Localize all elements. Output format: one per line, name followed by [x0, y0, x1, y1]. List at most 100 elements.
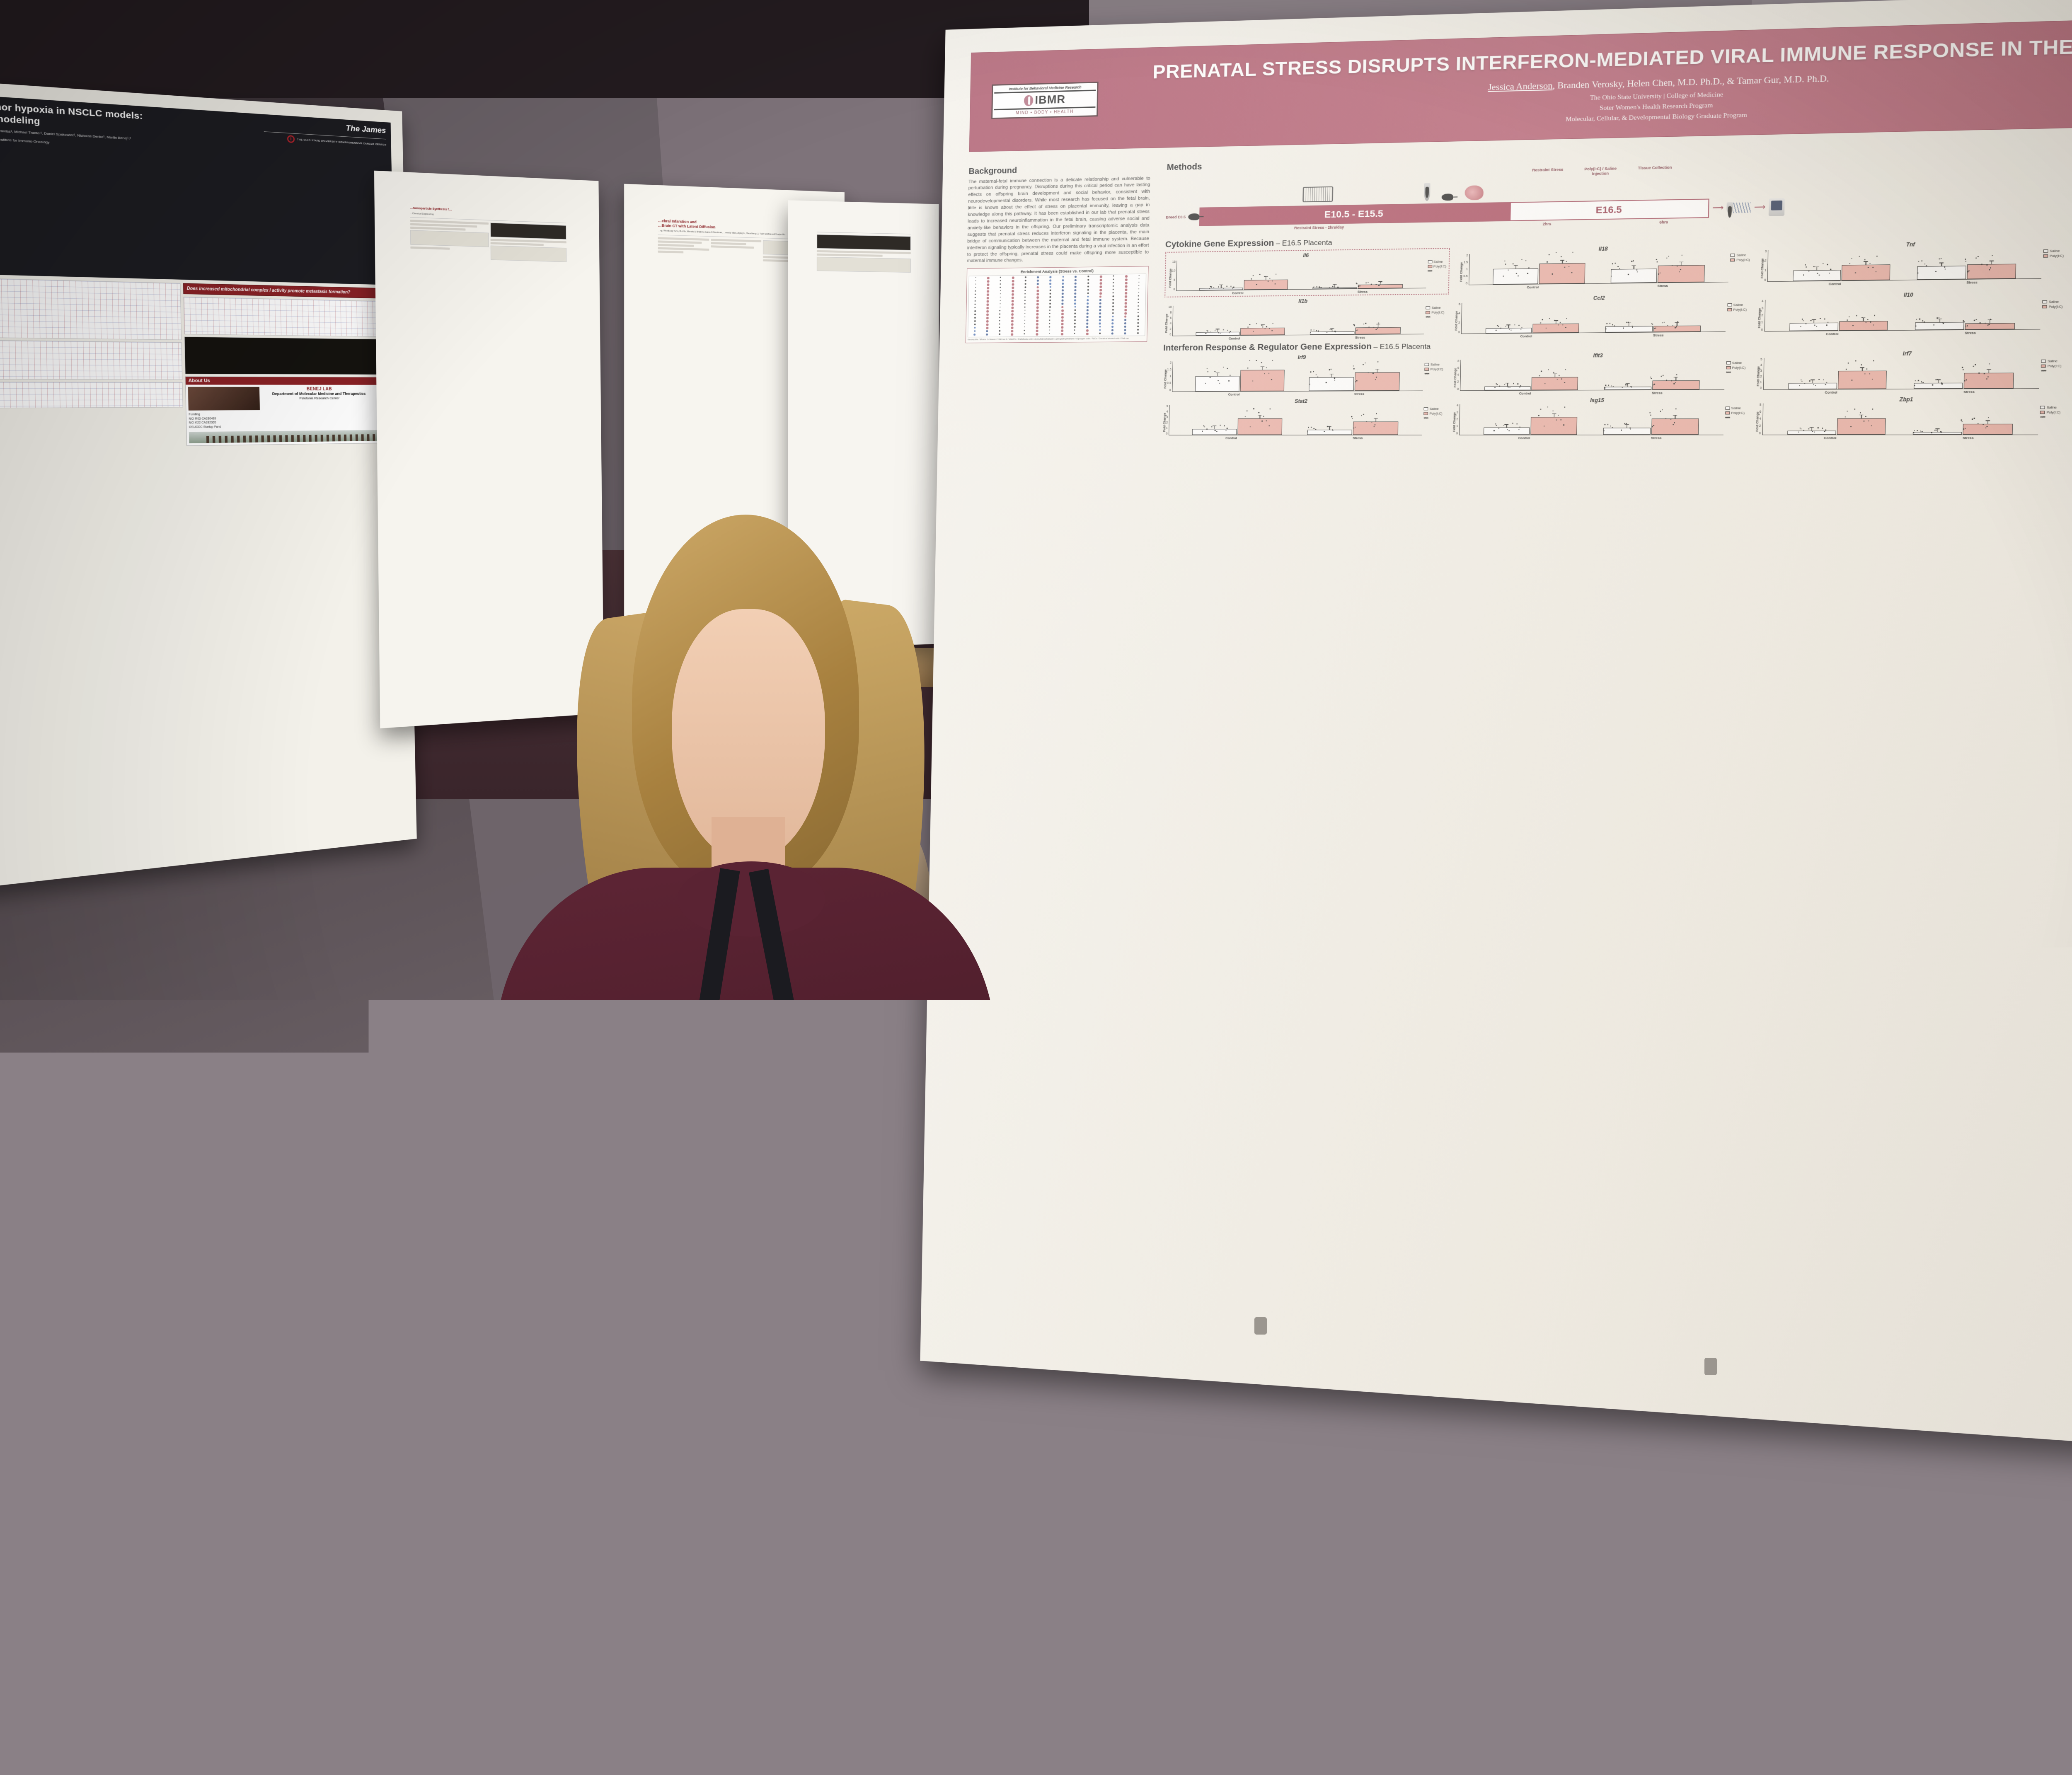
significance-annotation: **** [1426, 315, 1444, 319]
chart-il18: Il18 Fold Change 2 1.5 1 0.5 0 Control Stress Sal… [1458, 244, 1750, 294]
enrichment-dot [1124, 332, 1126, 334]
enrichment-dot [1000, 280, 1001, 281]
methods-step-1: Restraint Stress [1527, 167, 1568, 177]
bar-polyic-stress [1651, 418, 1699, 434]
bar-polyic-control [1240, 328, 1285, 335]
bar-polyic-control [1240, 370, 1285, 391]
chart-body: Fold Change 2 1.5 1 0.5 0 Control Stress Saline P… [1458, 250, 1750, 290]
arrow-right-icon-2: ⟶ [1754, 203, 1765, 212]
legend-entry: Saline [1730, 253, 1750, 257]
bar-saline-stress [1603, 428, 1650, 435]
about-us-heading: About Us [186, 377, 394, 385]
enrichment-dot [1099, 302, 1101, 305]
bar-polyic-stress [1353, 421, 1398, 435]
y-tick: 4 [1456, 404, 1458, 407]
bar-group-stress [1299, 421, 1406, 435]
enrichment-dot [1075, 276, 1077, 278]
bar-group-stress [1904, 424, 2021, 434]
chart-body: Fold Change 10 8 6 4 2 0 Control Stress Saline Pol… [1163, 303, 1444, 341]
legend-label: Poly(I:C) [2046, 410, 2060, 414]
enrichment-dot [1124, 326, 1126, 328]
enrichment-dot [1087, 312, 1089, 314]
significance-annotation: **** [1423, 416, 1442, 420]
error-bar [1813, 319, 1814, 324]
cytokine-heading: Cytokine Gene Expression [1165, 238, 1274, 249]
bar-saline-stress [1912, 432, 1962, 434]
enrichment-dot [1087, 276, 1089, 277]
enrichment-dot [1024, 286, 1026, 288]
significance-annotation: **** [2041, 369, 2061, 373]
x-tick-label: Control [1459, 436, 1590, 440]
title-block: PRENATAL STRESS DISRUPTS INTERFERON-MEDI… [1123, 31, 2072, 135]
enrichment-dot [986, 320, 988, 323]
legend-label: Poly(I:C) [1430, 367, 1443, 371]
enrichment-dot [1099, 309, 1101, 311]
bar-polyic-control [1531, 377, 1578, 390]
poster-clamp-right [1704, 1358, 1717, 1375]
enrichment-dot [1024, 283, 1026, 285]
interferon-heading: Interferon Response & Regulator Gene Exp… [1163, 342, 1372, 353]
enrichment-dot [986, 307, 989, 310]
y-axis-label: Fold Change [1451, 404, 1456, 440]
mouse-injection-icon [1441, 193, 1453, 201]
enrichment-dot [1049, 290, 1051, 291]
enrichment-dot [1099, 329, 1101, 331]
legend-label: Poly(I:C) [1736, 258, 1750, 262]
plot-area [1460, 358, 1725, 391]
x-tick-label: Control [1169, 436, 1294, 440]
poster-main-prenatal-stress[interactable]: Institute for Behavioral Medicine Resear… [920, 0, 2072, 1467]
poster-nsclc[interactable]: drives tumor hypoxia in NSCLC models: o … [0, 79, 417, 892]
y-tick: 2 [1456, 418, 1458, 421]
interferon-chart-row-2: Stat2 Fold Change 5 4 3 2 1 0 Control Stress Salin… [1162, 396, 2061, 440]
legend-entry: Saline [1725, 406, 1745, 410]
enrichment-dot [1111, 329, 1113, 331]
enrichment-dot [1012, 287, 1014, 289]
restraint-tube-icon [1423, 183, 1430, 201]
mid3-figure-1 [817, 234, 911, 250]
legend-swatch-polyic [1725, 411, 1729, 414]
y-tick: 5 [1172, 278, 1175, 281]
enrichment-dot [1074, 289, 1076, 291]
legend-swatch-saline [1730, 253, 1735, 256]
legend-swatch-saline [1423, 407, 1428, 410]
enrichment-dot [998, 334, 1000, 335]
enrichment-dot [974, 320, 975, 322]
y-tick: 1 [1456, 425, 1457, 428]
enrichment-column-labels: Neutrophils / Monos 1 / Monos 2 / Monos … [967, 337, 1145, 341]
legend-swatch-polyic [1727, 308, 1732, 311]
enrichment-dot [1137, 329, 1139, 331]
legend-entry: Saline [2040, 405, 2060, 409]
enrichment-dot [1049, 330, 1050, 331]
enrichment-dot [1138, 292, 1139, 293]
bar-polyic-stress [1653, 325, 1701, 331]
x-axis-labels: Control Stress [1169, 436, 1422, 440]
nsclc-column-1 [0, 278, 184, 449]
enrichment-dot [986, 330, 988, 332]
y-axis-label: Fold Change [1754, 403, 1760, 440]
legend-swatch-polyic [1730, 258, 1735, 261]
bar-polyic-stress [1965, 323, 2014, 329]
x-tick-label: Control [1460, 391, 1590, 395]
enrichment-dot [1049, 303, 1051, 305]
bar-polyic-control [1237, 418, 1282, 435]
enrichment-dot [999, 327, 1000, 328]
x-tick-label: Stress [1900, 389, 2039, 394]
lab-group-photo [188, 387, 260, 411]
legend-swatch-saline [2040, 406, 2045, 409]
enrichment-dot [1087, 296, 1089, 297]
y-axis-label: Fold Change [1755, 358, 1760, 394]
enrichment-dot [1024, 330, 1025, 331]
enrichment-dot [999, 324, 1000, 325]
enrichment-dot [1125, 275, 1127, 278]
error-bar [1863, 317, 1864, 322]
error-bar [1375, 418, 1376, 422]
error-bar [1334, 284, 1335, 288]
bar-saline-control [1493, 268, 1538, 284]
enrichment-dot [1011, 303, 1014, 306]
enrichment-dot [1112, 309, 1113, 311]
enrichment-dot [1138, 275, 1139, 276]
enrichment-dot [1062, 293, 1064, 295]
bar-group-stress [1905, 372, 2022, 388]
enrichment-dot [1074, 299, 1076, 301]
error-bar [1675, 377, 1676, 381]
